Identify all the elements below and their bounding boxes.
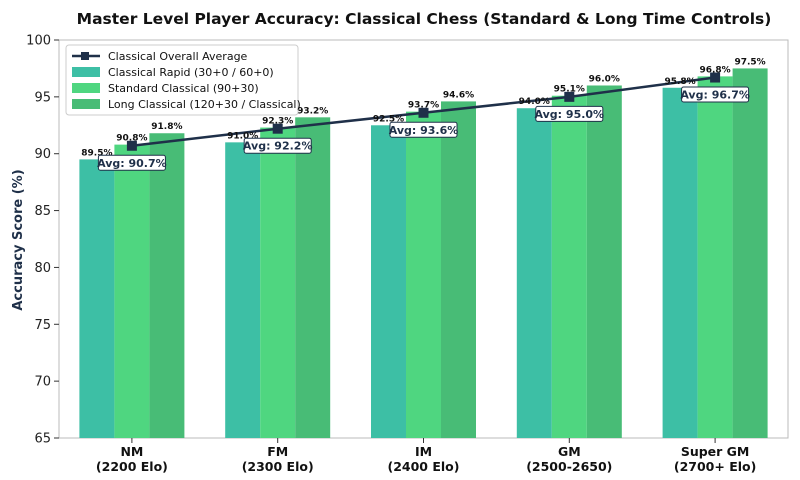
x-tick-label: FM [267,444,288,459]
average-label: Avg: 92.2% [243,140,313,153]
average-label-box [389,121,458,138]
legend-swatch [72,67,100,77]
average-label: Avg: 90.7% [97,157,167,170]
x-tick-label: (2500-2650) [526,459,612,474]
bar-value-label: 92.3% [262,117,293,127]
legend-marker-swatch [81,52,89,60]
bar-value-label: 91.0% [227,131,258,141]
bar-value-label: 95.1% [554,85,585,95]
average-label: Avg: 95.0% [535,108,605,121]
average-marker [272,123,283,134]
bar [149,133,185,438]
bar-value-label: 94.6% [443,90,474,100]
bar [586,85,622,438]
y-axis-label: Accuracy Score (%) [11,169,26,310]
bar [516,108,552,438]
bar [551,95,587,438]
x-tick-label: Super GM [681,444,750,459]
legend-label: Classical Overall Average [108,50,248,63]
bar [225,142,261,439]
bar-value-label: 96.0% [589,74,620,84]
bar [406,111,441,438]
average-marker [126,140,137,151]
x-tick-label: GM [558,444,581,459]
bar-value-label: 95.8% [664,77,695,87]
bar [260,127,296,438]
x-tick-label: (2400 Elo) [388,459,460,474]
average-label-box [681,86,750,103]
bar [732,68,768,438]
bar-value-label: 90.8% [116,134,147,144]
average-label-box [243,137,312,154]
x-tick-label: IM [415,444,432,459]
y-tick-label: 75 [34,318,51,333]
average-marker [418,107,429,118]
y-tick-label: 100 [26,34,51,49]
chart-title: Master Level Player Accuracy: Classical … [77,10,772,28]
y-tick-label: 65 [34,432,51,447]
y-tick-label: 70 [34,375,51,390]
bar-value-label: 89.5% [81,148,112,158]
y-tick-label: 80 [34,261,51,276]
average-label: Avg: 93.6% [389,124,459,137]
average-marker [564,91,575,102]
bar-value-label: 97.5% [734,57,765,67]
y-tick-label: 90 [34,147,51,162]
bar [295,117,331,438]
y-tick-label: 85 [34,204,51,219]
legend-label: Standard Classical (90+30) [108,82,259,95]
x-tick-label: (2700+ Elo) [674,459,756,474]
bar-value-label: 92.5% [373,114,404,124]
bar [441,101,476,439]
bar [697,76,733,438]
bar-value-label: 96.8% [699,65,730,75]
y-tick-label: 95 [34,90,51,105]
average-label: Avg: 96.7% [680,89,750,102]
x-tick-label: NM [120,444,143,459]
bar-value-label: 93.7% [408,101,439,111]
legend [65,44,299,116]
average-label-box [97,154,166,171]
bar [79,159,115,438]
bar-value-label: 93.2% [297,106,328,116]
legend-swatch [72,83,100,93]
legend-label: Classical Rapid (30+0 / 60+0) [108,66,274,79]
average-label-box [535,105,604,122]
bar-value-label: 94.0% [519,97,550,107]
legend-swatch [72,99,100,109]
bar-value-label: 91.8% [151,122,182,132]
x-tick-label: (2300 Elo) [242,459,314,474]
bar [371,125,406,439]
bar [662,87,698,438]
bar [114,144,150,439]
legend-label: Long Classical (120+30 / Classical) [108,98,301,111]
x-tick-label: (2200 Elo) [96,459,168,474]
average-marker [710,72,721,83]
